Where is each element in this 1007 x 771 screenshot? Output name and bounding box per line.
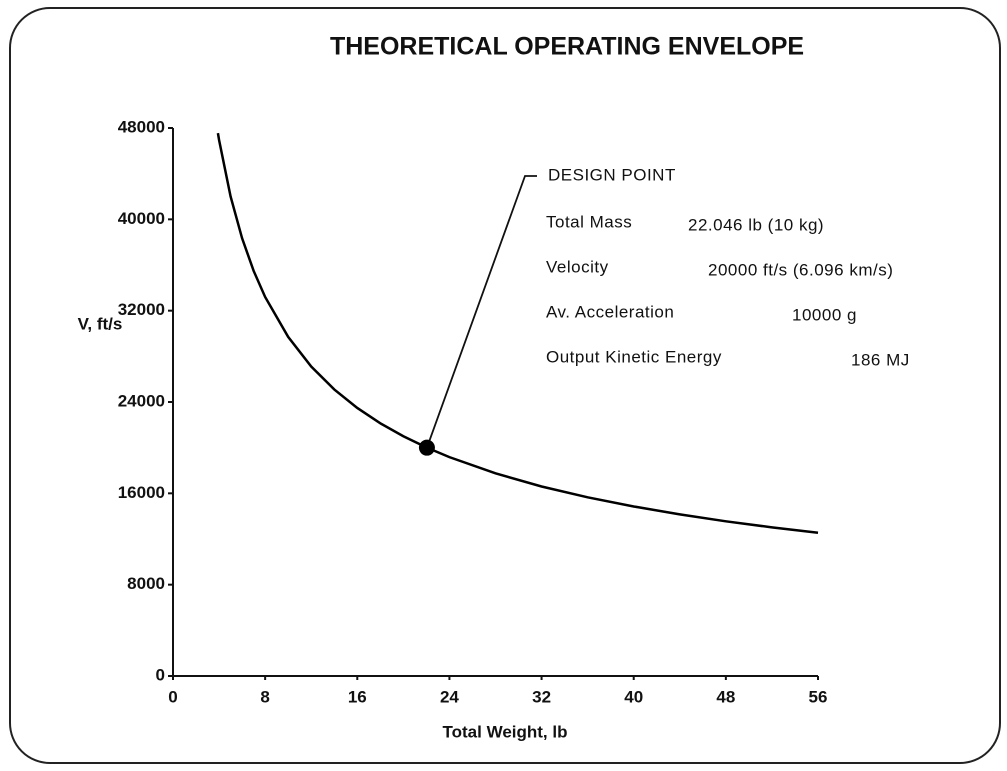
y-tick-label: 40000 (118, 209, 165, 228)
design-point-label: DESIGN POINT (548, 165, 676, 184)
annotation-label: Output Kinetic Energy (546, 347, 722, 366)
x-tick-label: 56 (809, 687, 828, 706)
leader-line (426, 175, 537, 448)
annotation-value: 20000 ft/s (6.096 km/s) (708, 260, 893, 279)
x-axis-label: Total Weight, lb (443, 722, 568, 741)
annotation-value: 10000 g (792, 305, 857, 324)
design-point (418, 439, 435, 456)
frame (9, 7, 1001, 764)
x-tick-label: 48 (716, 687, 735, 706)
y-tick-label: 24000 (118, 391, 165, 410)
x-tick-label: 8 (260, 687, 269, 706)
y-tick-label: 8000 (127, 574, 165, 593)
y-tick-label: 32000 (118, 300, 165, 319)
annotation-value: 22.046 lb (10 kg) (688, 215, 824, 234)
x-tick-label: 40 (624, 687, 643, 706)
x-tick-label: 32 (532, 687, 551, 706)
y-tick-label: 16000 (118, 483, 165, 502)
y-axis-label: V, ft/s (78, 314, 123, 333)
curve (216, 132, 819, 534)
annotation-label: Total Mass (546, 212, 632, 231)
y-tick-label: 48000 (118, 117, 165, 136)
chart-title: THEORETICAL OPERATING ENVELOPE (330, 33, 804, 61)
y-tick-label: 0 (156, 665, 165, 684)
x-tick-label: 16 (348, 687, 367, 706)
x-tick-label: 24 (440, 687, 459, 706)
annotation-label: Av. Acceleration (546, 302, 674, 321)
annotation-value: 186 MJ (851, 350, 910, 369)
annotation-label: Velocity (546, 257, 609, 276)
x-tick-label: 0 (168, 687, 177, 706)
